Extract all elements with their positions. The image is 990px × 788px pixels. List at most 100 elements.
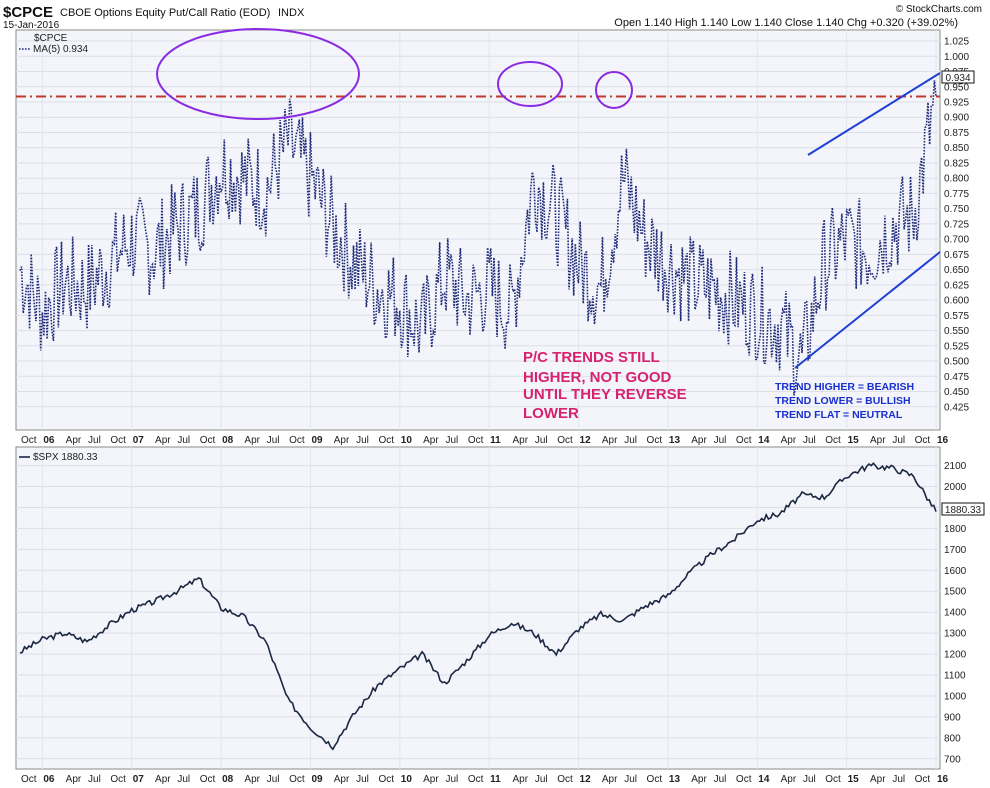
x-tick-label: Apr [334, 435, 350, 446]
cpce-y-tick-label: 0.450 [944, 387, 969, 398]
x-tick-label: Apr [781, 774, 797, 785]
x-tick-label: Apr [66, 774, 82, 785]
x-tick-label: Apr [870, 774, 886, 785]
spx-y-tick-label: 1800 [944, 524, 967, 535]
x-tick-label: Oct [110, 435, 126, 446]
x-tick-label: Jul [714, 435, 727, 446]
quote-label: Open 1.140 High 1.140 Low 1.140 Close 1.… [614, 17, 958, 29]
watermark: © StockCharts.com [896, 4, 982, 15]
x-tick-label: Apr [602, 435, 618, 446]
spx-y-axis: 700 800 900 1000 1100 1200 1300 1400 1500 1600 170… [944, 461, 967, 765]
cpce-y-tick-label: 0.750 [944, 204, 969, 215]
cpce-y-tick-label: 0.475 [944, 372, 969, 383]
x-tick-label: Oct [825, 774, 841, 785]
x-tick-label: Apr [423, 435, 439, 446]
trend-line-lower [794, 251, 941, 369]
x-tick-label: Jul [445, 774, 458, 785]
trend-legend: TREND HIGHER = BEARISH TREND LOWER = BUL… [775, 381, 914, 421]
legend-ma5: MA(5) 0.934 [33, 44, 88, 55]
spx-y-tick-label: 1700 [944, 545, 967, 556]
x-tick-label: Oct [378, 435, 394, 446]
x-tick-label: 11 [490, 774, 501, 785]
x-tick-label: Oct [21, 774, 37, 785]
spx-y-tick-label: 1600 [944, 566, 967, 577]
x-tick-label: Jul [624, 435, 637, 446]
cpce-y-tick-label: 0.600 [944, 296, 969, 307]
x-tick-label: Oct [736, 774, 752, 785]
cpce-y-tick-label: 1.000 [944, 52, 969, 63]
symbol-label: $CPCE [3, 4, 53, 21]
date-label: 15-Jan-2016 [3, 20, 60, 31]
x-tick-label: Oct [557, 435, 573, 446]
cpce-y-axis: 0.425 0.450 0.475 0.500 0.525 0.550 0.575 0.600… [944, 37, 969, 414]
legend-cpce: $CPCE [34, 33, 68, 44]
spx-y-tick-label: 1300 [944, 629, 967, 640]
cpce-y-tick-label: 0.775 [944, 189, 969, 200]
cpce-y-tick-label: 0.925 [944, 98, 969, 109]
cpce-y-tick-label: 0.850 [944, 143, 969, 154]
x-tick-label: 09 [311, 435, 323, 446]
x-tick-label: Oct [468, 435, 484, 446]
x-tick-label: 07 [133, 774, 145, 785]
cpce-y-tick-label: 0.425 [944, 402, 969, 413]
x-tick-label: 14 [758, 435, 770, 446]
x-tick-label: Jul [803, 435, 816, 446]
x-tick-label: Jul [892, 435, 905, 446]
x-tick-label: Oct [825, 435, 841, 446]
x-tick-label: Jul [267, 435, 280, 446]
cpce-last-value: 0.934 [941, 70, 975, 84]
x-tick-label: Jul [535, 774, 548, 785]
spx-y-tick-label: 2100 [944, 461, 967, 472]
x-tick-label: Oct [289, 435, 305, 446]
spx-y-tick-label: 1400 [944, 608, 967, 619]
cpce-y-tick-label: 0.675 [944, 250, 969, 261]
spx-price-line [19, 462, 937, 751]
pc-annotation: P/C TRENDS STILL HIGHER, NOT GOOD UNTIL … [523, 349, 687, 422]
x-tick-label: 16 [937, 774, 949, 785]
spx-last-value-label: 1880.33 [945, 505, 982, 516]
cpce-legend: $CPCE MA(5) 0.934 [19, 33, 88, 55]
spx-y-tick-label: 700 [944, 754, 961, 765]
x-axis-top: Oct 06 Apr Jul Oct 07 Apr Jul Oct 08 Apr Jul Oct 09 Ap… [21, 435, 949, 446]
cpce-y-tick-label: 0.500 [944, 357, 969, 368]
x-tick-label: Apr [66, 435, 82, 446]
x-tick-label: 15 [848, 435, 860, 446]
highlight-ellipse-2012 [595, 71, 633, 109]
x-tick-label: Jul [892, 774, 905, 785]
x-tick-label: 08 [222, 435, 234, 446]
x-tick-label: Apr [244, 774, 260, 785]
spx-panel-background [15, 446, 941, 770]
x-tick-label: Jul [88, 435, 101, 446]
x-tick-label: Apr [155, 774, 171, 785]
cpce-y-tick-label: 0.900 [944, 113, 969, 124]
spx-y-tick-label: 800 [944, 733, 961, 744]
x-tick-label: 14 [758, 774, 770, 785]
x-tick-label: Jul [803, 774, 816, 785]
x-tick-label: 10 [401, 435, 413, 446]
annotation-line-3: UNTIL THEY REVERSE [523, 386, 687, 403]
x-tick-label: Oct [736, 435, 752, 446]
x-tick-label: 09 [311, 774, 323, 785]
spx-y-tick-label: 900 [944, 712, 961, 723]
x-tick-label: Apr [423, 774, 439, 785]
x-tick-label: 10 [401, 774, 413, 785]
spx-y-tick-label: 1100 [944, 671, 966, 682]
x-tick-label: Oct [289, 774, 305, 785]
spx-y-tick-label: 1200 [944, 650, 967, 661]
cpce-last-value-label: 0.934 [945, 73, 970, 84]
spx-y-tick-label: 2000 [944, 482, 967, 493]
x-tick-label: 06 [43, 435, 55, 446]
x-tick-label: 06 [43, 774, 55, 785]
chart-title: CBOE Options Equity Put/Call Ratio (EOD) [60, 7, 270, 19]
exchange-label: INDX [278, 7, 305, 19]
x-tick-label: Apr [155, 435, 171, 446]
cpce-y-tick-label: 1.025 [944, 37, 969, 48]
x-tick-label: Apr [244, 435, 260, 446]
x-tick-label: Apr [691, 774, 707, 785]
highlight-ellipse-2011 [497, 61, 563, 107]
x-tick-label: 13 [669, 435, 681, 446]
cpce-y-tick-label: 0.650 [944, 265, 969, 276]
x-tick-label: Jul [535, 435, 548, 446]
annotation-line-2: HIGHER, NOT GOOD [523, 369, 672, 386]
